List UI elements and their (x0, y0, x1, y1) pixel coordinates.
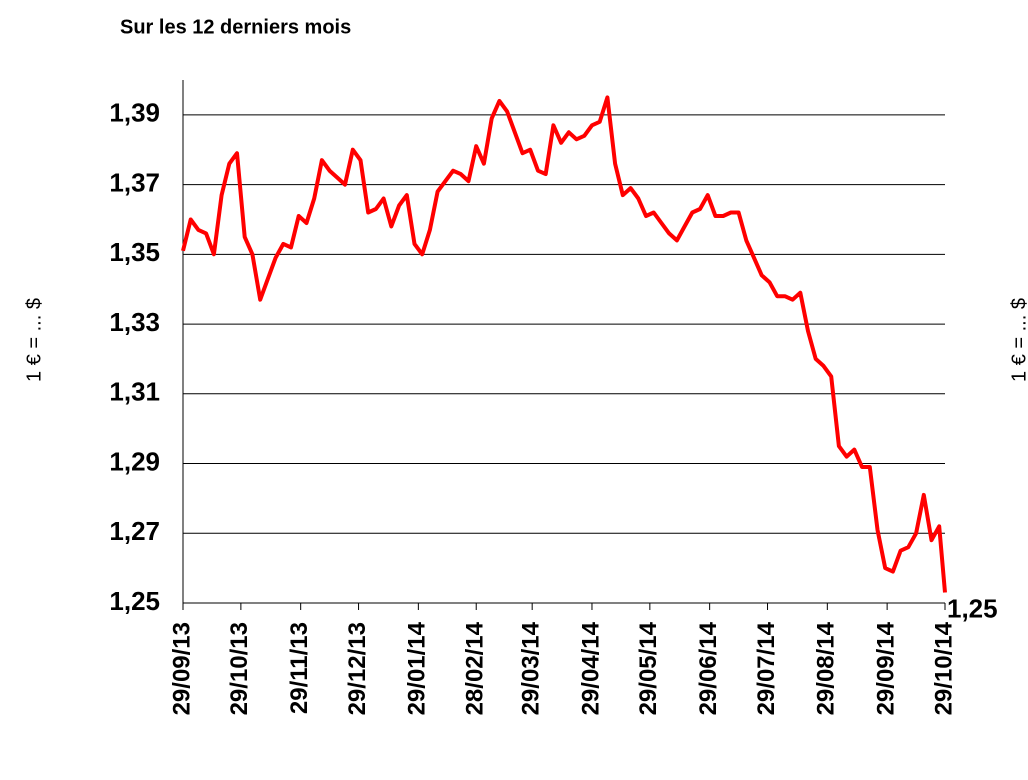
y-tick-label: 1,37 (109, 167, 160, 197)
y-axis-label: 1 € = ... $ (23, 298, 45, 382)
x-tick-label: 29/10/13 (226, 622, 253, 715)
x-tick-label: 29/09/14 (872, 621, 899, 715)
y-tick-label: 1,29 (109, 446, 160, 476)
x-tick-label: 29/12/13 (344, 622, 371, 715)
y-tick-label: 1,39 (109, 98, 160, 128)
x-tick-label: 29/05/14 (635, 621, 662, 715)
x-tick-label: 29/04/14 (577, 621, 604, 715)
x-tick-label: 29/07/14 (753, 621, 780, 715)
x-tick-label: 29/09/13 (168, 622, 195, 715)
x-tick-label: 29/10/14 (930, 621, 957, 715)
chart-title: Sur les 12 derniers mois (120, 16, 351, 38)
y-tick-label: 1,31 (109, 377, 160, 407)
y-tick-label: 1,33 (109, 307, 160, 337)
x-tick-label: 29/08/14 (813, 621, 840, 715)
x-tick-label: 29/01/14 (404, 621, 431, 715)
end-value-label: 1,25 (947, 593, 998, 623)
x-tick-label: 28/02/14 (462, 621, 489, 715)
line-series (181, 95, 947, 593)
y-tick-label: 1,25 (109, 586, 160, 616)
x-tick-label: 29/11/13 (286, 622, 313, 714)
y-axis-label-next: 1 € = ... $ (1008, 298, 1028, 382)
y-tick-label: 1,27 (109, 516, 160, 546)
x-tick-label: 29/06/14 (695, 621, 722, 715)
y-tick-label: 1,35 (109, 237, 160, 267)
x-tick-label: 29/03/14 (518, 621, 545, 715)
